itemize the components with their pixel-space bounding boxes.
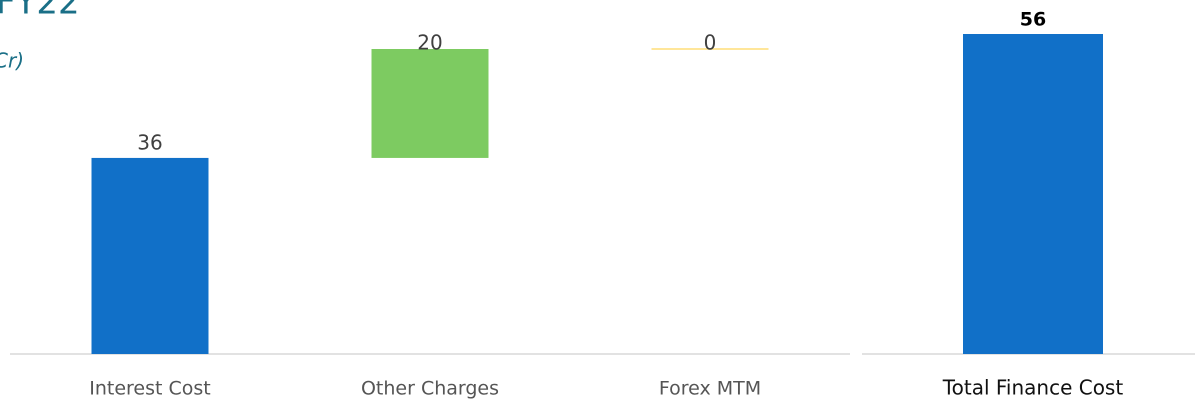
x-tick-label: Other Charges (361, 378, 499, 400)
bar (651, 48, 769, 50)
chart-title: FY22 (0, 0, 80, 23)
value-label: 56 (1020, 9, 1046, 31)
bar (371, 49, 489, 158)
chart-subtitle: Cr) (0, 49, 24, 73)
value-label: 20 (417, 31, 442, 55)
x-tick-label: Forex MTM (659, 378, 761, 400)
value-label: 36 (137, 130, 162, 154)
bar (91, 157, 209, 354)
value-label: 0 (704, 31, 717, 55)
x-tick-label: Interest Cost (89, 378, 211, 400)
x-tick-label: Total Finance Cost (942, 376, 1124, 400)
bar (963, 34, 1103, 354)
